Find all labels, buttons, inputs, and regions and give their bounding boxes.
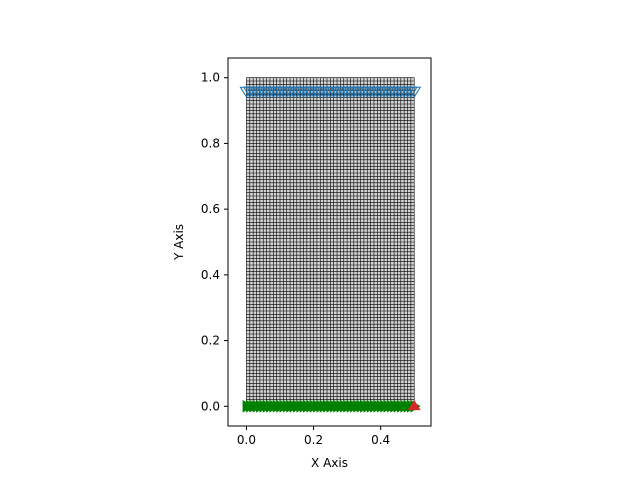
x-tick-label: 0.0 [237,433,256,447]
data-point [407,399,421,411]
y-tick-label: 1.0 [201,71,220,85]
plot-area: 0.0 0.2 0.4 0.0 0.2 0.4 0.6 0.8 1.0 [201,57,432,447]
series-3 [407,399,421,411]
mesh-grid [246,77,415,407]
axes-frame [227,57,432,427]
series-2 [242,399,421,413]
y-tick-label: 0.2 [201,334,220,348]
y-tick-label: 0.4 [201,268,220,282]
x-tick-label: 0.2 [304,433,323,447]
axes-spines [227,57,432,427]
x-tick-label: 0.4 [371,433,390,447]
y-tick-label: 0.6 [201,202,220,216]
data-point [407,86,422,98]
x-axis-label: X Axis [311,456,348,470]
y-axis-label: Y Axis [172,224,186,261]
plot-content [246,77,415,407]
y-tick-label: 0.0 [201,399,220,413]
y-tick-label: 0.8 [201,136,220,150]
series-1 [239,86,422,98]
